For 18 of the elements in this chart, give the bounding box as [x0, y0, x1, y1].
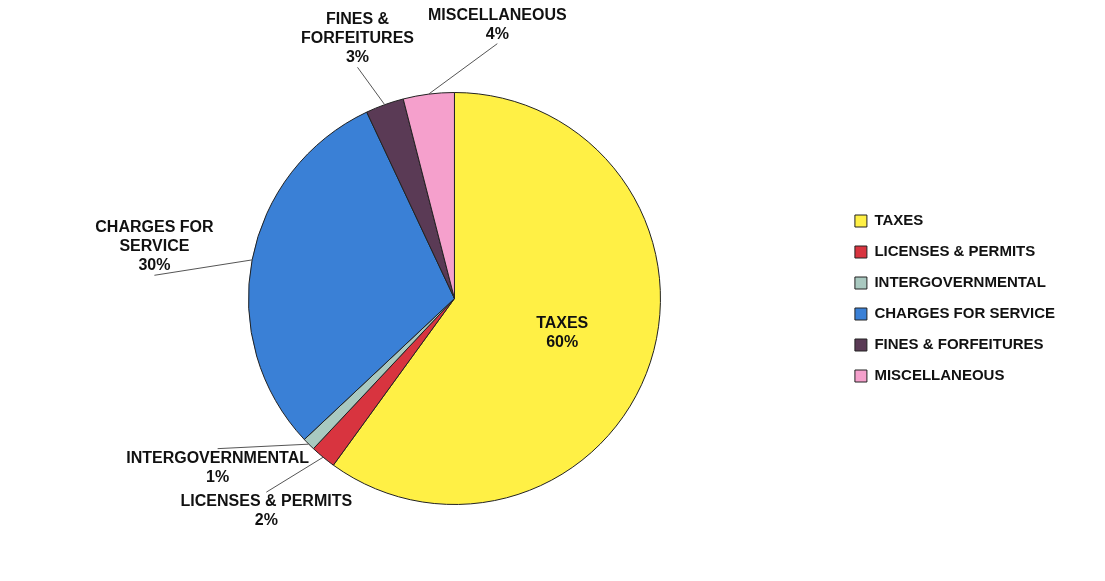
slice-label: INTERGOVERNMENTAL [126, 448, 310, 466]
legend-label: CHARGES FOR SERVICE [874, 304, 1056, 322]
legend-label: LICENSES & PERMITS [874, 242, 1036, 260]
data-label: 4% [485, 24, 509, 42]
data-label: 30% [138, 256, 171, 274]
data-label: 1% [206, 467, 230, 485]
slice-label: TAXES [536, 314, 589, 332]
slice-label: MISCELLANEOUS [427, 5, 567, 23]
data-label: 3% [345, 48, 370, 66]
data-label: 60% [546, 333, 579, 351]
legend-label: FINES & FORFEITURES [874, 335, 1044, 353]
slice-label: CHARGES FOR SERVICE [95, 218, 214, 255]
slice-label: LICENSES & PERMITS [180, 492, 353, 510]
data-label: 2% [254, 511, 278, 529]
legend-label: MISCELLANEOUS [874, 366, 1005, 384]
legend-label: TAXES [874, 211, 924, 229]
slice-label: FINES & FORFEITURES [301, 10, 415, 47]
legend-label: INTERGOVERNMENTAL [874, 273, 1046, 291]
